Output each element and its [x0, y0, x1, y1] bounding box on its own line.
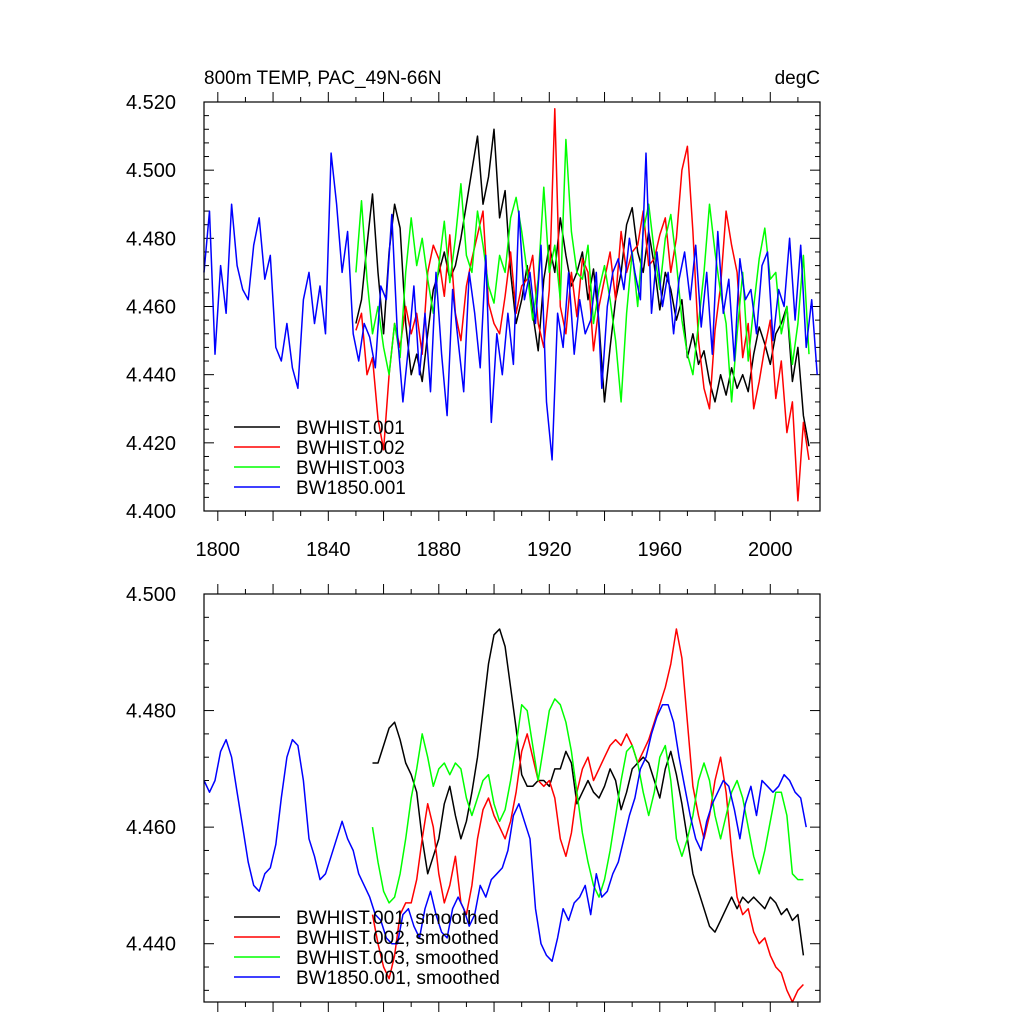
top-legend-label: BWHIST.002 [296, 438, 405, 459]
bottom-plot-frame [203, 593, 821, 1003]
chart-title-left: 800m TEMP, PAC_49N-66N [204, 68, 442, 89]
top-xtick-label: 1840 [306, 539, 351, 561]
top-ytick-label: 4.460 [126, 297, 176, 319]
bottom-ytick-label: 4.480 [126, 701, 176, 723]
top-ytick-label: 4.400 [126, 501, 176, 523]
bottom-ticks: 4.440 4.460 4.480 4.500 [126, 584, 820, 1012]
bottom-series-line-1 [372, 628, 805, 956]
top-legend-label: BW1850.001 [296, 478, 406, 499]
top-legend-label: BWHIST.003 [296, 458, 405, 479]
top-xtick-label: 1920 [527, 539, 572, 561]
bottom-ytick-label: 4.460 [126, 817, 176, 839]
top-ytick-label: 4.500 [126, 160, 176, 182]
bottom-ytick-label: 4.440 [126, 934, 176, 956]
top-legend-label: BWHIST.001 [296, 418, 405, 439]
top-series-line-3 [355, 138, 810, 403]
top-ytick-label: 4.440 [126, 365, 176, 387]
top-plot-frame [203, 101, 821, 512]
bottom-panel: 4.440 4.460 4.480 4.500 BWHIST.001, smoothe… [126, 584, 821, 1012]
bottom-series [203, 628, 807, 1003]
top-xtick-label: 2000 [748, 539, 793, 561]
top-series-line-2 [355, 108, 810, 502]
top-ticks: 4.400 4.420 4.440 4.460 4.480 4.500 4.520 1800 1… [126, 92, 820, 561]
bottom-legend-label: BW1850.001, smoothed [296, 968, 500, 989]
top-ytick-label: 4.420 [126, 433, 176, 455]
bottom-legend-label: BWHIST.001, smoothed [296, 908, 499, 929]
top-xtick-label: 1800 [196, 539, 241, 561]
bottom-legend-label: BWHIST.003, smoothed [296, 948, 499, 969]
top-series [203, 108, 818, 502]
top-panel: 800m TEMP, PAC_49N-66N degC 4.4004.4204.… [126, 68, 821, 561]
bottom-ytick-label: 4.500 [126, 584, 176, 606]
bottom-series-line-2 [371, 628, 804, 1003]
top-ytick-label: 4.480 [126, 228, 176, 250]
top-series-line-4 [203, 152, 818, 461]
bottom-legend-label: BWHIST.002, smoothed [296, 928, 499, 949]
top-xtick-label: 1960 [638, 539, 683, 561]
bottom-series-line-4 [203, 703, 807, 962]
top-xtick-label: 1880 [417, 539, 462, 561]
chart-title-right: degC [775, 68, 820, 89]
bottom-series-line-3 [371, 698, 804, 904]
top-ytick-label: 4.520 [126, 92, 176, 114]
